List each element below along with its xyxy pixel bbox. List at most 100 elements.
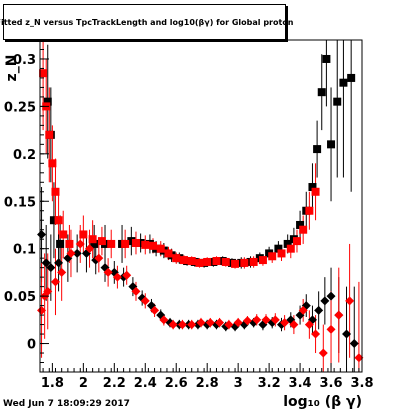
data-point-square [79,230,88,239]
data-point-diamond [131,286,141,296]
data-point-diamond [140,296,150,306]
data-point-square [121,239,130,248]
y-tick-label: 0 [27,338,36,353]
x-tick-label: 3.8 [350,376,373,391]
data-point-square [164,249,173,258]
data-point-square [88,235,97,244]
data-point-diamond [66,248,76,258]
data-point-square [286,244,295,253]
data-point-square [277,249,286,258]
data-point-square [240,258,249,267]
y-axis-label: z_N [4,55,20,82]
data-point-diamond [215,318,225,328]
data-point-diamond [94,253,104,263]
data-point-diamond [233,318,243,328]
data-point-square [296,220,305,229]
data-point-diamond [261,315,271,325]
data-point-square [347,73,356,82]
data-point-diamond [187,320,197,330]
data-point-square [231,259,240,268]
data-point-square [172,254,181,263]
data-point-square [90,239,99,248]
data-point-diamond [103,267,113,277]
timestamp-footer: Wed Jun 7 18:09:29 2017 [3,399,130,409]
data-point-square [221,257,230,266]
y-tick-label: 0.05 [4,290,36,305]
data-point-diamond [242,316,252,326]
data-point-square [156,244,165,253]
y-tick-label: 0.25 [4,100,36,115]
data-point-diamond [205,318,215,328]
data-point-diamond [304,320,314,330]
data-point-diamond [46,263,56,273]
data-point-square [283,239,292,248]
data-point-diamond [159,315,169,325]
data-point-square [45,130,54,139]
x-tick-label: 2 [79,376,88,391]
data-point-diamond [112,272,122,282]
data-point-square [97,237,106,246]
data-point-square [317,88,326,97]
data-point-square [179,256,188,265]
x-tick-label: 3.4 [289,376,312,391]
data-point-square [195,258,204,267]
chart-title: Fitted z_N versus TpcTrackLength and log… [0,17,294,27]
data-point-diamond [177,320,187,330]
data-point-diamond [224,320,234,330]
data-point-diamond [345,296,355,306]
data-point-square [313,145,322,154]
y-axis-label-main: z_N [4,55,20,82]
data-point-diamond [37,229,47,239]
data-point-diamond [270,315,280,325]
data-point-square [59,230,68,239]
data-point-square [333,97,342,106]
data-point-diamond [314,305,324,315]
data-point-square [39,69,48,78]
data-point-square [187,257,196,266]
data-point-diamond [150,305,160,315]
data-point-diamond [41,258,51,268]
data-point-square [48,159,57,168]
x-tick-label: 2.6 [165,376,188,391]
data-point-diamond [289,320,299,330]
x-axis-label: log₁₀ (β γ) [283,394,362,410]
x-tick-label: 2.8 [196,376,219,391]
chart-title-box: Fitted z_N versus TpcTrackLength and log… [0,4,294,40]
data-point-diamond [196,318,206,328]
x-tick-label: 3.6 [320,376,343,391]
data-point-square [311,187,320,196]
data-point-square [274,244,283,253]
x-tick-label: 2.2 [103,376,126,391]
data-point-square [249,257,258,266]
data-point-square [149,241,158,250]
data-point-square [339,78,348,87]
data-point-diamond [122,270,132,280]
data-point-diamond [57,267,67,277]
data-point-square [131,238,140,247]
x-tick-label: 3.2 [258,376,281,391]
data-point-square [322,54,331,63]
data-point-square [141,240,150,249]
y-tick-label: 0.1 [13,243,36,258]
data-point-diamond [320,296,330,306]
data-point-square [327,140,336,149]
data-point-diamond [50,277,60,287]
y-tick-label: 0.2 [13,148,36,163]
data-markers [37,54,364,363]
data-point-square [56,239,65,248]
data-point-diamond [43,286,53,296]
y-tick-label: 0.15 [4,195,36,210]
data-point-square [212,257,221,266]
data-point-diamond [75,239,85,249]
data-point-square [203,257,212,266]
data-point-square [65,239,74,248]
data-point-diamond [318,348,328,358]
data-point-diamond [85,244,95,254]
data-point-square [305,206,314,215]
data-point-diamond [168,320,178,330]
x-axis-label-text: log₁₀ (β γ) [283,394,362,410]
plot-frame [39,39,363,373]
data-point-diamond [342,329,352,339]
data-point-square [43,97,52,106]
